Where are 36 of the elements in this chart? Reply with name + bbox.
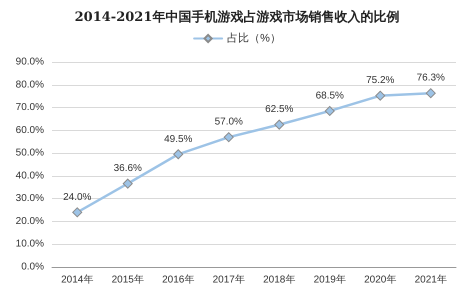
y-tick-label: 0.0% <box>21 262 44 272</box>
y-tick-label: 80.0% <box>16 79 44 90</box>
y-tick-label: 20.0% <box>16 216 44 227</box>
y-tick-label: 10.0% <box>16 238 44 250</box>
y-tick-label: 40.0% <box>16 170 44 182</box>
data-label: 57.0% <box>214 116 244 128</box>
data-label: 76.3% <box>416 72 446 84</box>
point <box>375 90 386 101</box>
x-tick-label: 2020年 <box>364 274 396 286</box>
x-tick-label: 2015年 <box>112 274 144 286</box>
y-tick-label: 70.0% <box>16 102 44 114</box>
point <box>324 106 335 116</box>
point <box>426 88 436 98</box>
y-tick-label: 50.0% <box>16 148 44 159</box>
point <box>173 149 184 160</box>
point <box>274 120 284 130</box>
data-label: 62.5% <box>265 104 294 116</box>
x-tick-label: 2016年 <box>162 274 194 286</box>
y-tick-label: 90.0% <box>16 56 44 68</box>
point <box>224 132 234 142</box>
point <box>122 178 133 189</box>
legend-label: 占比（%） <box>227 32 281 44</box>
data-label: 36.6% <box>114 163 142 174</box>
data-label: 75.2% <box>366 75 395 86</box>
x-tick-label: 2014年 <box>61 274 94 286</box>
x-tick-label: 2019年 <box>314 274 346 286</box>
x-tick-label: 2018年 <box>263 274 296 286</box>
data-label: 49.5% <box>164 134 193 145</box>
chart-title: 2014-2021年中国手机游戏占游戏市场销售收入的比例 <box>74 9 400 25</box>
x-tick-label: 2017年 <box>212 274 245 286</box>
y-tick-label: 60.0% <box>16 124 44 136</box>
data-label: 68.5% <box>316 90 344 102</box>
data-label: 24.0% <box>63 192 92 203</box>
x-tick-label: 2021年 <box>414 274 447 286</box>
y-tick-label: 30.0% <box>16 193 44 204</box>
point <box>72 207 82 218</box>
